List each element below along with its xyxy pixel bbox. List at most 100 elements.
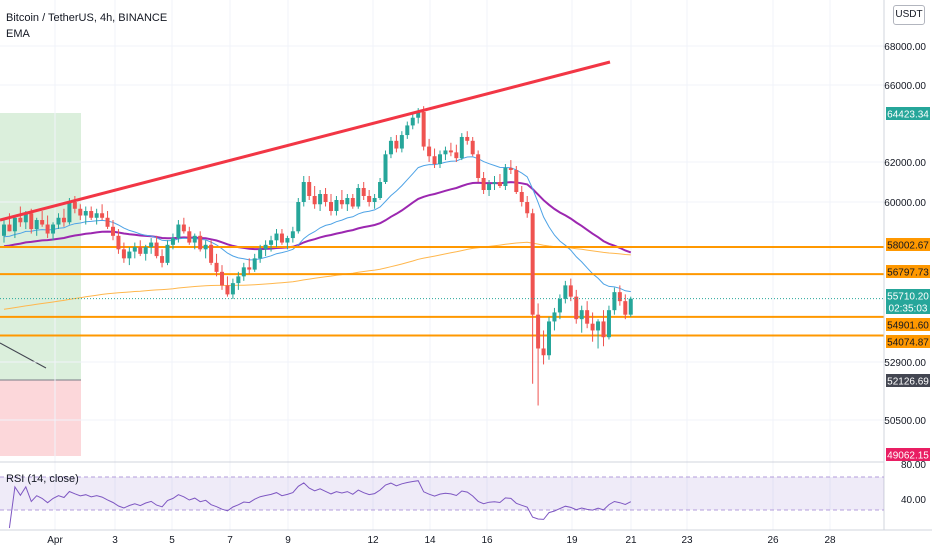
candle-body [329, 202, 333, 212]
candle-body [454, 152, 459, 159]
candle-body [138, 247, 143, 254]
price-axis-ticks: 68000.00 66000.00 62000.00 60000.00 52900.00… [884, 42, 926, 427]
price-label-box [886, 238, 930, 251]
candle-body [470, 140, 475, 155]
candle-body [29, 213, 34, 230]
candle-body [252, 258, 257, 270]
candle-body [438, 154, 442, 164]
candlestick-series [2, 106, 633, 406]
candle-body [132, 247, 137, 252]
price-label-text: 58002.67 [887, 241, 929, 252]
candle-body [383, 154, 388, 182]
candle-body [34, 220, 39, 230]
candle-body [274, 233, 279, 241]
candle-body [427, 146, 432, 157]
candle-body [176, 224, 181, 239]
price-label-box [886, 265, 930, 278]
candle-body [492, 182, 497, 184]
candle-body [23, 213, 28, 223]
indicator-ema-label[interactable]: EMA [6, 28, 30, 40]
price-tick-label: 60000.00 [884, 198, 926, 209]
candle-body [105, 217, 110, 227]
time-tick-label: 28 [824, 535, 836, 546]
candle-body [285, 238, 290, 243]
candle-body [290, 231, 295, 239]
price-label-text: 54901.60 [887, 321, 929, 332]
candle-body [339, 200, 344, 205]
horizontal-levels[interactable] [0, 246, 884, 337]
candle-body [530, 213, 535, 315]
candle-body [45, 224, 50, 234]
time-tick-label: 7 [227, 535, 233, 546]
price-label-box [886, 107, 930, 120]
price-label-text: 49062.15 [887, 451, 929, 462]
price-tick-label: 66000.00 [884, 81, 926, 92]
candle-body [519, 192, 524, 202]
price-tick-label: 62000.00 [884, 158, 926, 169]
candle-body [160, 256, 165, 263]
grid-lines [0, 0, 884, 530]
currency-button[interactable]: USDT [893, 5, 925, 25]
candle-body [209, 244, 214, 263]
candle-body [503, 168, 508, 186]
candle-body [476, 154, 481, 178]
candle-body [432, 156, 437, 164]
candle-body [552, 312, 557, 322]
candle-body [296, 202, 301, 232]
candle-body [312, 196, 317, 205]
rsi-tick-label: 40.00 [901, 495, 926, 506]
time-tick-label: 9 [285, 535, 291, 546]
candle-body [361, 188, 366, 196]
candle-body [143, 247, 148, 254]
candle-body [443, 150, 448, 155]
candle-body [40, 220, 45, 225]
symbol-title[interactable]: Bitcoin / TetherUS, 4h, BINANCE [6, 12, 168, 24]
resistance-line[interactable] [0, 60, 611, 222]
rsi-pane [0, 476, 884, 529]
price-tick-label: 68000.00 [884, 42, 926, 53]
rsi-legend[interactable]: RSI (14, close) [6, 473, 79, 485]
candle-body [547, 321, 551, 356]
candle-body [459, 136, 464, 159]
candle-body [585, 310, 590, 324]
time-tick-label: 16 [481, 535, 493, 546]
price-label-text: 54074.87 [887, 338, 929, 349]
price-label-box [886, 301, 930, 314]
position-zones [0, 113, 81, 456]
candle-body [350, 198, 355, 207]
candle-body [318, 194, 323, 205]
chart-legend: Bitcoin / TetherUS, 4h, BINANCE EMA [6, 10, 167, 42]
candle-body [606, 310, 611, 338]
candle-body [421, 111, 426, 147]
candle-body [198, 235, 203, 250]
candle-body [214, 262, 219, 272]
candle-body [410, 117, 415, 126]
candle-body [236, 276, 241, 284]
time-tick-label: 12 [367, 535, 379, 546]
candle-body [301, 182, 306, 202]
candle-body [574, 296, 579, 320]
candle-body [72, 202, 77, 209]
price-label-text: 64423.34 [887, 110, 929, 121]
candle-body [388, 140, 393, 155]
time-axis-ticks[interactable]: Apr 3 5 7 9 12 14 16 19 21 23 26 28 [47, 535, 836, 546]
candle-body [203, 244, 208, 250]
candle-body [111, 226, 115, 236]
price-label-box [886, 318, 930, 331]
candle-body [590, 323, 595, 331]
price-label-box [886, 374, 930, 387]
candle-body [323, 194, 328, 202]
candle-body [465, 136, 470, 141]
candle-body [612, 292, 617, 311]
candle-body [508, 168, 513, 170]
price-label-text: 52126.69 [887, 377, 929, 388]
candle-body [628, 298, 633, 315]
candle-body [279, 233, 284, 243]
candle-body [345, 198, 350, 205]
candle-body [61, 217, 66, 223]
resistance-trendline[interactable] [0, 60, 611, 222]
candle-body [51, 224, 56, 234]
loss-zone [0, 380, 81, 456]
candle-body [18, 217, 23, 223]
